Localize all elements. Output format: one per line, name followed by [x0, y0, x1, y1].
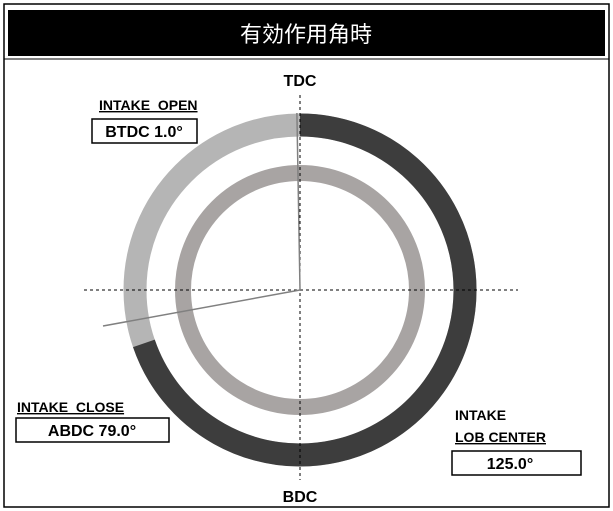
intake-close-value-box [15, 417, 170, 443]
title: 有効作用角時 [240, 23, 372, 48]
lobe-center-label-line2: LOB CENTER [455, 429, 546, 445]
diagram-border [3, 3, 610, 508]
intake-close-label: INTAKE CLOSE [17, 399, 124, 415]
bdc-label: BDC [283, 489, 318, 506]
intake-close-line [102, 289, 301, 327]
lobe-center-value: 125.0° [487, 456, 533, 473]
outer-ring-duration [133, 113, 477, 467]
lobe-center-label-line1: INTAKE [455, 407, 506, 423]
intake-open-label: INTAKE OPEN [99, 97, 198, 113]
intake-open-value-box [91, 118, 198, 144]
intake-close-value: ABDC 79.0° [48, 423, 136, 440]
intake-open-value: BTDC 1.0° [105, 124, 183, 141]
title-bar [8, 10, 605, 56]
intake-open-line [296, 112, 301, 291]
lobe-center-value-box [451, 450, 582, 476]
tdc-label: TDC [284, 73, 317, 90]
